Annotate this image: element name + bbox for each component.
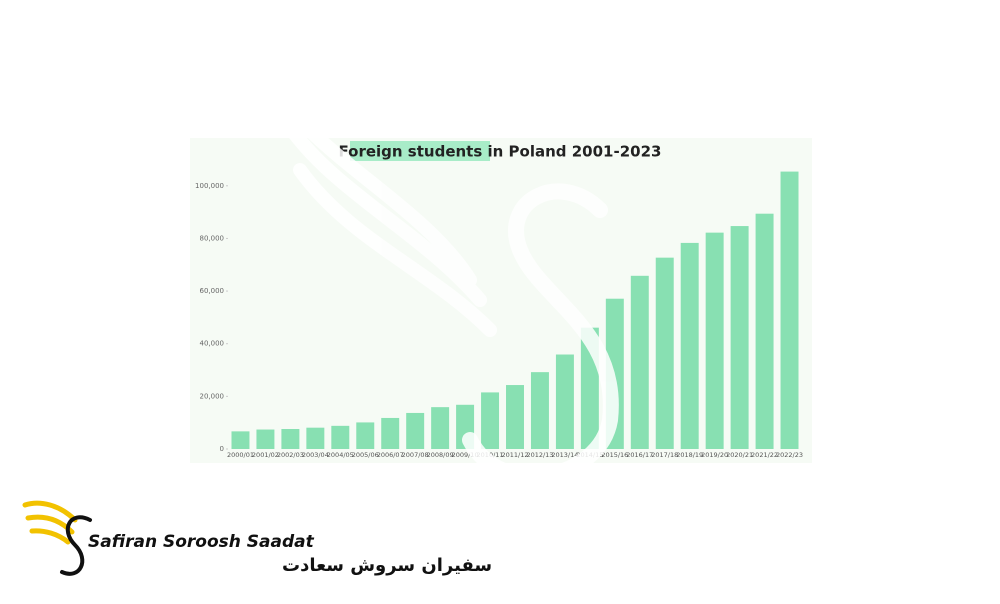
x-tick-label: 2013/14 (551, 451, 578, 459)
bar (630, 275, 649, 449)
bar (306, 427, 325, 449)
bar (755, 213, 774, 449)
bar (356, 422, 375, 449)
bar (506, 385, 524, 449)
x-tick-label: 2002/03 (277, 451, 304, 459)
x-tick-label: 2006/07 (377, 451, 404, 459)
y-tick-label: 20,000 (200, 392, 225, 400)
y-tick-label: 40,000 (200, 340, 225, 348)
x-tick-label: 2011/12 (501, 451, 528, 459)
bar (780, 171, 799, 450)
x-tick-label: 2008/09 (427, 451, 454, 459)
bar (481, 392, 500, 449)
x-tick-label: 2012/13 (526, 451, 553, 459)
bar (730, 226, 749, 449)
y-tick-label: 100,000 (195, 182, 224, 190)
bar (680, 242, 699, 449)
y-tick-label: 0 (220, 445, 224, 453)
bar (231, 431, 250, 449)
bar (655, 257, 674, 449)
x-tick-label: 2001/02 (252, 451, 279, 459)
x-tick-label: 2022/23 (776, 451, 803, 459)
x-tick-label: 2009/10 (452, 451, 479, 459)
plot: 020,00040,00060,00080,000100,0002000/012… (195, 171, 803, 459)
x-tick-label: 2020/21 (726, 451, 753, 459)
logo-name-fa: سفیران سروش سعادت (282, 555, 492, 576)
title-highlight (350, 141, 490, 161)
x-tick-label: 2004/05 (327, 451, 354, 459)
bar (281, 428, 300, 449)
bar (530, 372, 549, 449)
bar (406, 412, 425, 449)
x-tick-label: 2005/06 (352, 451, 379, 459)
x-tick-label: 2017/18 (651, 451, 678, 459)
bar (381, 417, 400, 449)
bar (331, 425, 350, 449)
bar (705, 232, 724, 449)
y-tick-label: 80,000 (200, 234, 225, 242)
x-tick-label: 2000/01 (227, 451, 254, 459)
x-tick-label: 2003/04 (302, 451, 329, 459)
x-tick-label: 2015/16 (601, 451, 628, 459)
logo-name: Safiran Soroosh Saadat (88, 532, 315, 552)
logo: Safiran Soroosh Saadat سفیران سروش سعادت (22, 500, 492, 576)
x-tick-label: 2007/08 (402, 451, 429, 459)
watermark (258, 63, 619, 485)
chart-title: Foreign students in Poland 2001-2023 (339, 143, 662, 161)
x-tick-label: 2021/22 (751, 451, 778, 459)
x-tick-label: 2016/17 (626, 451, 653, 459)
x-tick-label: 2019/20 (701, 451, 728, 459)
bar (555, 354, 574, 449)
x-tick-label: 2018/19 (676, 451, 703, 459)
bar (256, 429, 275, 449)
y-tick-label: 60,000 (200, 287, 225, 295)
bar (431, 407, 450, 449)
